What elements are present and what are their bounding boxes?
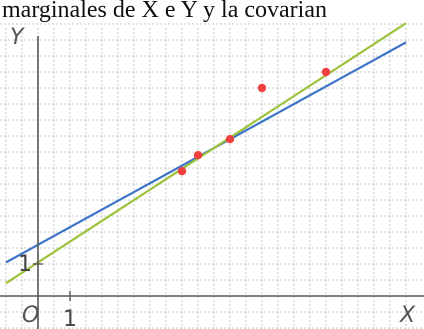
regression-line-green <box>5 22 407 285</box>
origin-label: O <box>22 303 39 328</box>
x-tick-label: 1 <box>63 307 77 329</box>
x-axis-label: X <box>399 303 416 328</box>
data-point <box>257 83 267 93</box>
data-point <box>193 151 203 160</box>
axes <box>0 36 424 329</box>
data-point <box>321 67 331 77</box>
data-point <box>225 135 235 144</box>
caption-text: marginales de X e Y y la covarian <box>2 0 327 23</box>
labels: marginales de X e Y y la covarian Y X O … <box>2 0 416 329</box>
y-axis-label: Y <box>10 25 25 50</box>
y-tick-label: 1 <box>18 252 32 277</box>
grid <box>0 23 424 329</box>
data-point <box>177 167 187 176</box>
data-points <box>177 67 331 176</box>
regression-lines <box>5 22 407 285</box>
